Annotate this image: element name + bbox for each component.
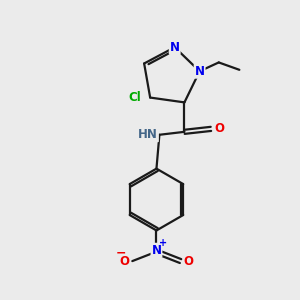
Text: O: O xyxy=(119,255,129,268)
Text: −: − xyxy=(116,246,126,259)
Text: N: N xyxy=(195,65,205,78)
Text: HN: HN xyxy=(138,128,158,141)
Text: +: + xyxy=(159,238,167,248)
Text: N: N xyxy=(152,244,161,257)
Text: N: N xyxy=(170,41,180,54)
Text: Cl: Cl xyxy=(129,91,141,104)
Text: O: O xyxy=(214,122,224,135)
Text: O: O xyxy=(184,255,194,268)
